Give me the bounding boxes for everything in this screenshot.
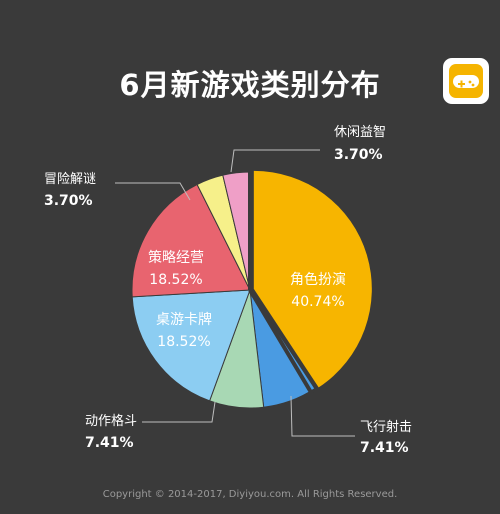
- leader-line: [230, 149, 320, 173]
- slice-label: 冒险解谜: [44, 172, 96, 187]
- leader-line: [115, 182, 191, 201]
- slice-label: 策略经营: [148, 249, 204, 266]
- slice-label: 角色扮演: [290, 271, 346, 288]
- slice-value: 7.41%: [360, 440, 409, 456]
- slice-label: 动作格斗: [85, 413, 137, 429]
- copyright-footer: Copyright © 2014-2017, Diyiyou.com. All …: [102, 489, 398, 500]
- slice-value: 7.41%: [85, 435, 134, 451]
- slice-value: 3.70%: [44, 193, 93, 209]
- slice-label: 桌游卡牌: [156, 311, 212, 328]
- leader-line: [142, 401, 216, 423]
- slice-value: 18.52%: [149, 272, 202, 288]
- page-title: 6月新游戏类别分布: [119, 68, 381, 102]
- slice-label: 休闲益智: [334, 125, 386, 140]
- slice-value: 18.52%: [157, 334, 210, 350]
- gamepad-logo-icon: [443, 58, 489, 104]
- leader-line: [290, 395, 355, 437]
- pie-slice: [253, 170, 372, 388]
- slice-label: 飞行射击: [360, 419, 412, 435]
- pie-slice: [131, 289, 251, 402]
- pie-slice: [131, 183, 251, 298]
- slice-separator: [248, 170, 314, 396]
- slice-value: 3.70%: [334, 147, 383, 163]
- slice-value: 40.74%: [291, 294, 344, 310]
